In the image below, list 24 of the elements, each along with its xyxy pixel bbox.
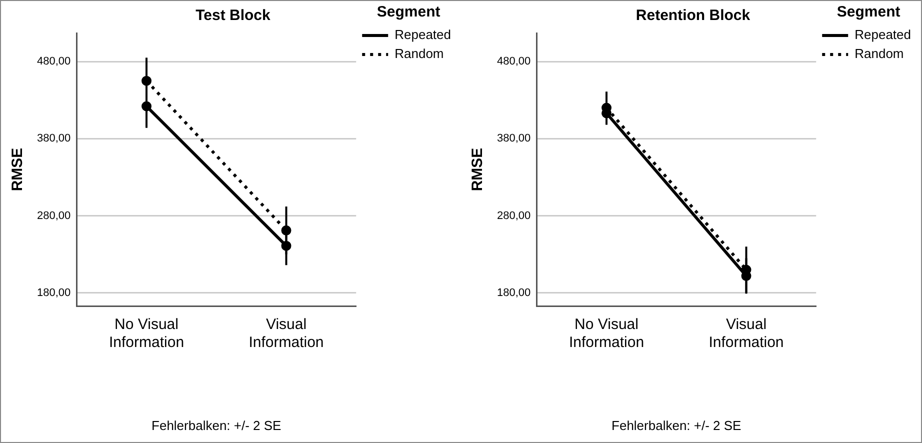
- x-tick-label: No Visual Information: [568, 316, 644, 352]
- y-tick-label: 180,00: [36, 286, 71, 299]
- y-tick-label: 380,00: [496, 132, 531, 145]
- y-tick-label: 380,00: [36, 132, 71, 145]
- y-tick-label: 280,00: [36, 210, 71, 222]
- y-tick-label: 480,00: [36, 56, 71, 68]
- legend-label: Repeated: [854, 27, 912, 42]
- x-tick-label: Visual Information: [708, 316, 784, 352]
- y-tick-label: 480,00: [496, 56, 531, 68]
- legend-title: Segment: [376, 4, 440, 21]
- text: Fehlerbalken: +/- 2 SE: [152, 418, 282, 433]
- text: Fehlerbalken: +/- 2 SE: [612, 418, 742, 433]
- legend-title: Segment: [836, 4, 900, 21]
- y-tick-label: 180,00: [496, 286, 531, 299]
- y-axis-title: RMSE: [9, 148, 26, 192]
- y-tick-label: 280,00: [496, 210, 531, 222]
- y-axis-title: RMSE: [469, 148, 486, 192]
- chart-title: Test Block: [196, 7, 272, 24]
- legend-label: Random: [394, 46, 444, 62]
- x-tick-label: Visual Information: [248, 316, 324, 352]
- x-tick-label: No Visual Information: [108, 316, 184, 352]
- legend-label: Random: [854, 46, 904, 62]
- chart-title: Retention Block: [636, 7, 751, 24]
- legend-label: Repeated: [394, 27, 452, 42]
